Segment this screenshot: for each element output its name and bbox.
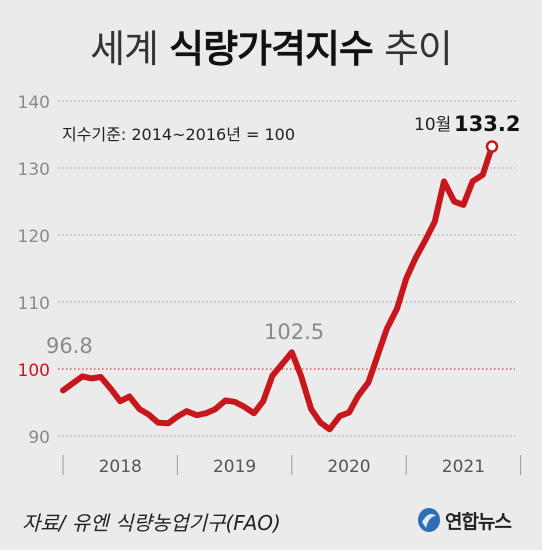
y-tick-label: 90 bbox=[28, 428, 50, 448]
yonhap-logo: 연합뉴스 bbox=[416, 506, 512, 534]
title-part-2: 추이 bbox=[383, 27, 453, 71]
x-tick-label: 2021 bbox=[442, 457, 485, 477]
data-label-prefix: 10월 bbox=[414, 115, 451, 135]
x-tick-label: 2020 bbox=[327, 457, 370, 477]
y-tick-label: 120 bbox=[18, 227, 50, 247]
y-tick-label: 100 bbox=[18, 361, 50, 381]
logo-text: 연합뉴스 bbox=[445, 510, 512, 533]
title-part-1: 세계 bbox=[90, 27, 159, 71]
base-note: 지수기준: 2014~2016년 = 100 bbox=[62, 125, 295, 144]
y-tick-label: 110 bbox=[18, 294, 50, 314]
series-line bbox=[60, 143, 495, 433]
data-label: 102.5 bbox=[264, 320, 324, 344]
title-emphasis: 식량가격지수 bbox=[169, 27, 374, 71]
y-tick-label: 130 bbox=[18, 160, 50, 180]
end-point-marker bbox=[485, 140, 499, 153]
data-label: 96.8 bbox=[46, 334, 93, 358]
x-tick-label: 2019 bbox=[213, 457, 256, 477]
chart-title: 세계 식량가격지수 추이 bbox=[0, 18, 542, 73]
y-tick-label: 140 bbox=[18, 93, 50, 113]
x-tick-label: 2018 bbox=[99, 457, 142, 477]
source-note: 자료/ 유엔 식량농업기구(FAO) bbox=[22, 511, 281, 535]
data-label: 133.2 bbox=[454, 112, 520, 136]
logo-icon bbox=[418, 508, 440, 532]
